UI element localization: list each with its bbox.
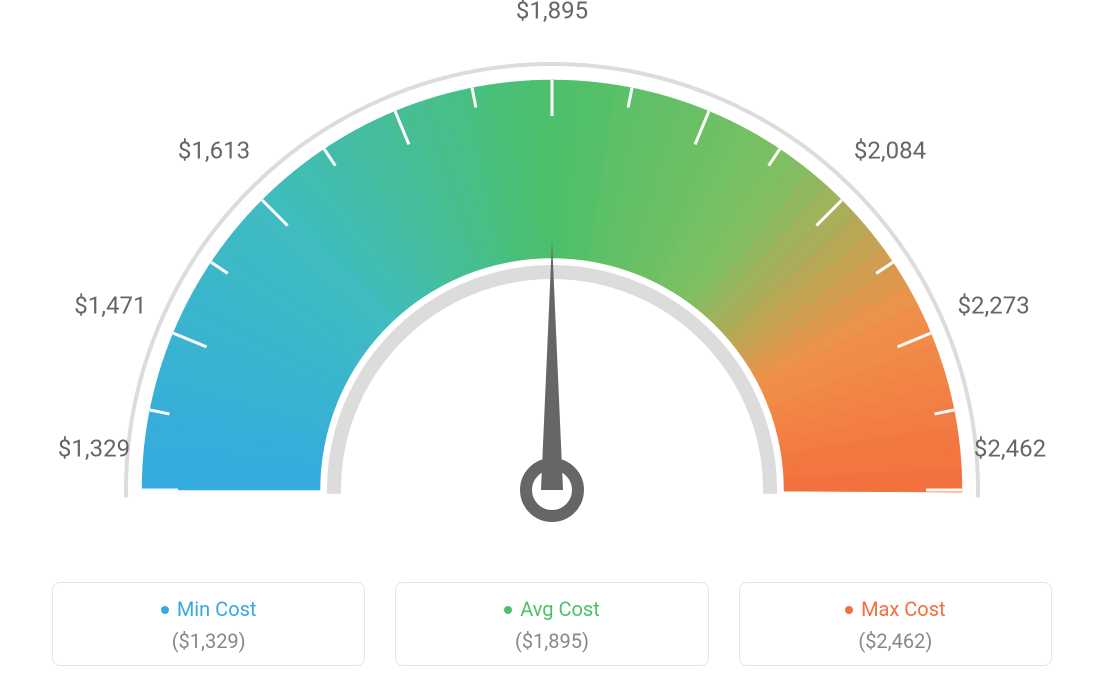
gauge-tick-label: $1,613 (178, 136, 250, 164)
gauge-chart-container: $1,329 $1,471 $1,613 $1,895 $2,084 $2,273 $2,4… (0, 0, 1104, 690)
gauge-tick-label: $1,471 (74, 291, 146, 319)
max-cost-label: Max Cost (861, 597, 946, 621)
gauge-tick-label: $2,462 (974, 434, 1046, 462)
avg-cost-card: Avg Cost ($1,895) (395, 582, 708, 666)
max-cost-title: Max Cost (750, 597, 1041, 621)
min-cost-card: Min Cost ($1,329) (52, 582, 365, 666)
gauge: $1,329 $1,471 $1,613 $1,895 $2,084 $2,273 $2,4… (0, 0, 1104, 560)
gauge-svg: $1,329 $1,471 $1,613 $1,895 $2,084 $2,273 $2,4… (0, 0, 1104, 560)
summary-cards: Min Cost ($1,329) Avg Cost ($1,895) Max … (52, 582, 1052, 666)
gauge-tick-label: $2,084 (854, 136, 926, 164)
max-cost-value: ($2,462) (750, 629, 1041, 653)
avg-cost-label: Avg Cost (520, 597, 600, 621)
avg-cost-title: Avg Cost (406, 597, 697, 621)
gauge-tick-label: $1,895 (516, 0, 588, 24)
avg-cost-value: ($1,895) (406, 629, 697, 653)
dot-icon (161, 606, 169, 614)
min-cost-value: ($1,329) (63, 629, 354, 653)
min-cost-label: Min Cost (177, 597, 257, 621)
max-cost-card: Max Cost ($2,462) (739, 582, 1052, 666)
dot-icon (845, 606, 853, 614)
gauge-tick-label: $1,329 (58, 434, 130, 462)
min-cost-title: Min Cost (63, 597, 354, 621)
dot-icon (504, 606, 512, 614)
gauge-tick-label: $2,273 (958, 291, 1030, 319)
